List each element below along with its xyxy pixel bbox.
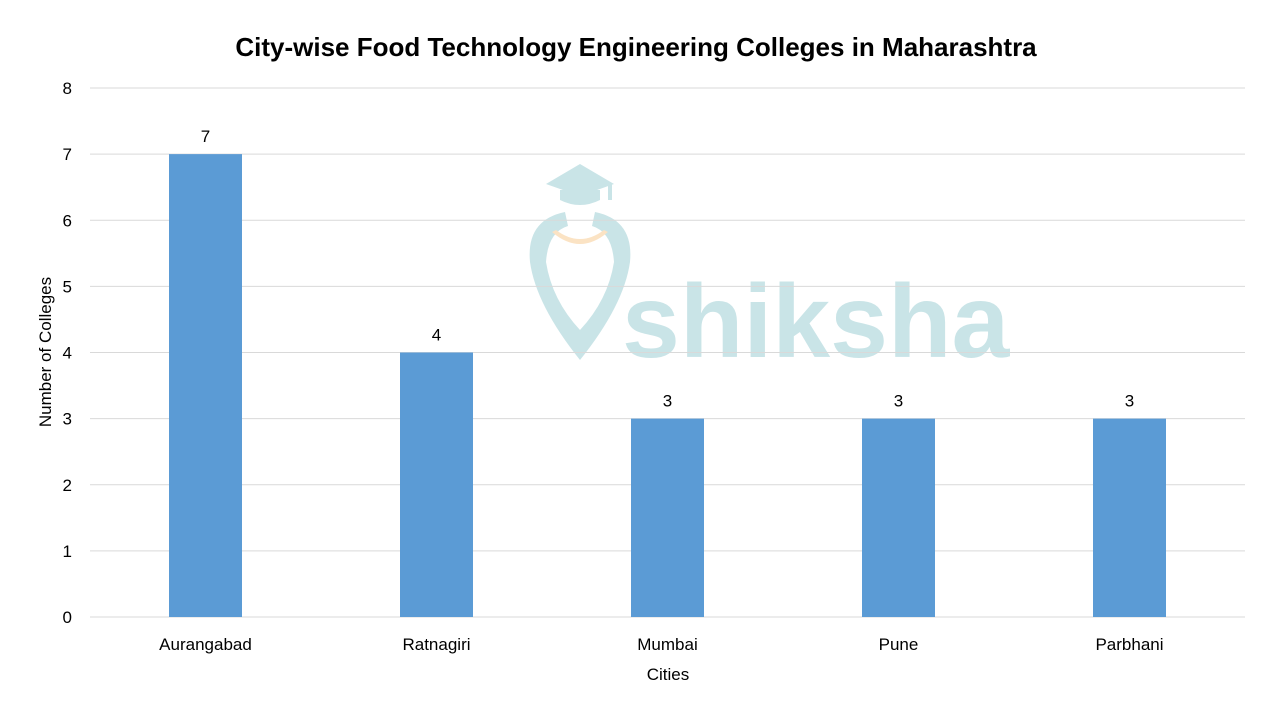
- data-label: 7: [201, 127, 210, 146]
- data-label: 3: [1125, 392, 1134, 411]
- data-label: 3: [894, 392, 903, 411]
- x-axis-title: Cities: [647, 665, 690, 684]
- data-labels: 7 4 3 3 3: [201, 127, 1134, 411]
- x-tick-label: Parbhani: [1095, 635, 1163, 654]
- y-tick-label: 8: [63, 79, 72, 98]
- bar-aurangabad: [169, 154, 242, 617]
- watermark-text: shiksha: [622, 264, 1010, 380]
- x-tick-label: Aurangabad: [159, 635, 252, 654]
- bar-mumbai: [631, 418, 704, 617]
- y-tick-label: 6: [63, 211, 72, 230]
- graduation-cap-pin-icon: [529, 164, 631, 360]
- x-tick-label: Mumbai: [637, 635, 697, 654]
- shiksha-watermark-logo: shiksha: [529, 164, 1010, 380]
- bar-pune: [862, 418, 935, 617]
- chart-title: City-wise Food Technology Engineering Co…: [235, 32, 1037, 62]
- y-tick-label: 2: [63, 476, 72, 495]
- data-label: 4: [432, 326, 441, 345]
- y-tick-label: 7: [63, 145, 72, 164]
- y-tick-label: 3: [63, 410, 72, 429]
- x-tick-label: Pune: [879, 635, 919, 654]
- y-tick-label: 4: [63, 344, 72, 363]
- bar-parbhani: [1093, 418, 1166, 617]
- y-tick-label: 5: [63, 277, 72, 296]
- y-tick-label: 0: [63, 608, 72, 627]
- data-label: 3: [663, 392, 672, 411]
- bars: [169, 154, 1166, 617]
- y-tick-label: 1: [63, 542, 72, 561]
- tick-labels: 0 1 2 3 4 5 6 7 8 Aurangabad Ratnagiri Mumbai Pune Pa…: [63, 79, 1164, 654]
- bar-ratnagiri: [400, 352, 473, 617]
- x-tick-label: Ratnagiri: [402, 635, 470, 654]
- y-axis-title: Number of Colleges: [36, 277, 55, 427]
